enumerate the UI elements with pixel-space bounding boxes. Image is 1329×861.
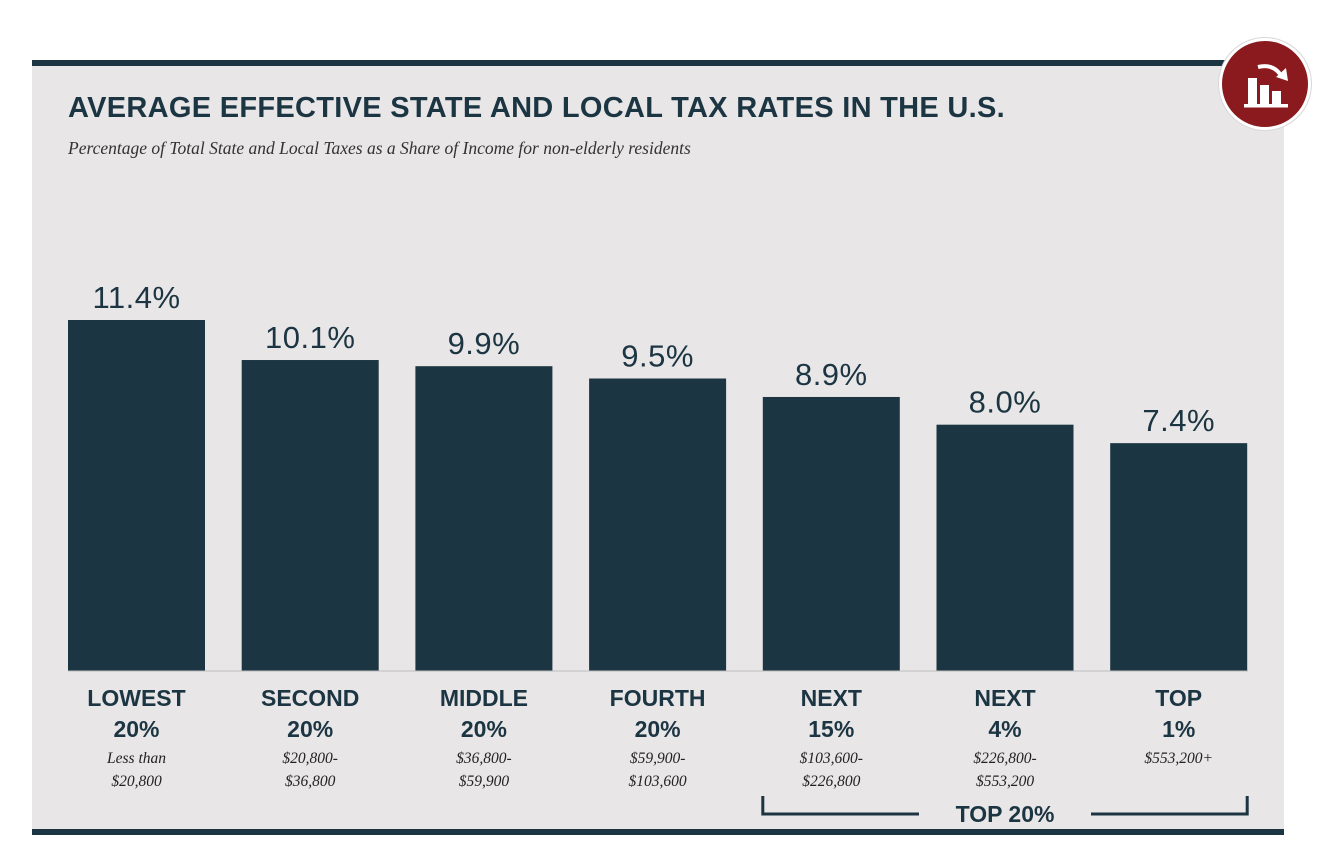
bar-chart-arrow-icon (1219, 38, 1311, 130)
income-range-label: $20,800- (282, 750, 338, 767)
category-label: FOURTH (610, 685, 706, 711)
bar-7 (1110, 443, 1248, 671)
income-range-label: $103,600 (629, 773, 687, 790)
bar-2 (241, 360, 379, 671)
income-range-label: $59,900 (459, 773, 510, 790)
category-label: NEXT (974, 685, 1035, 711)
group-bracket-left (761, 796, 919, 816)
bar-6 (936, 424, 1074, 671)
income-range-label: $553,200 (976, 773, 1034, 790)
bar-value-label: 7.4% (1142, 403, 1215, 438)
chart-title: AVERAGE EFFECTIVE STATE AND LOCAL TAX RA… (68, 92, 1006, 124)
bar-value-label: 9.5% (621, 339, 694, 374)
income-range-label: $36,800- (456, 750, 512, 767)
bar-1 (68, 320, 205, 671)
category-label: SECOND (261, 685, 359, 711)
category-label: MIDDLE (440, 685, 528, 711)
bar-4 (589, 378, 727, 671)
income-range-label: $103,600- (800, 750, 863, 767)
income-range-label: $20,800 (111, 773, 162, 790)
bar-value-label: 8.9% (795, 357, 868, 392)
category-label: 20% (461, 716, 507, 742)
income-range-label: $226,800 (802, 773, 860, 790)
income-range-label: $553,200+ (1144, 750, 1213, 767)
group-bracket-right (1091, 796, 1249, 816)
category-label: 15% (808, 716, 854, 742)
category-label: 20% (287, 716, 333, 742)
category-label: 20% (113, 716, 159, 742)
bar-3 (415, 366, 553, 671)
bar-value-label: 11.4% (92, 280, 180, 315)
chart-subtitle: Percentage of Total State and Local Taxe… (68, 138, 691, 158)
category-label: 4% (988, 716, 1021, 742)
income-range-label: $36,800 (285, 773, 336, 790)
group-label: TOP 20% (956, 801, 1055, 827)
bar-5 (762, 396, 900, 671)
income-range-label: $226,800- (973, 750, 1036, 767)
bar-value-label: 8.0% (969, 385, 1042, 420)
income-range-label: $59,900- (630, 750, 686, 767)
bar-value-label: 9.9% (448, 326, 521, 361)
bar-value-label: 10.1% (265, 320, 355, 355)
category-label: TOP (1155, 685, 1202, 711)
income-range-label: Less than (106, 750, 166, 767)
category-label: 20% (635, 716, 681, 742)
category-label: 1% (1162, 716, 1195, 742)
category-label: NEXT (801, 685, 862, 711)
category-label: LOWEST (87, 685, 185, 711)
